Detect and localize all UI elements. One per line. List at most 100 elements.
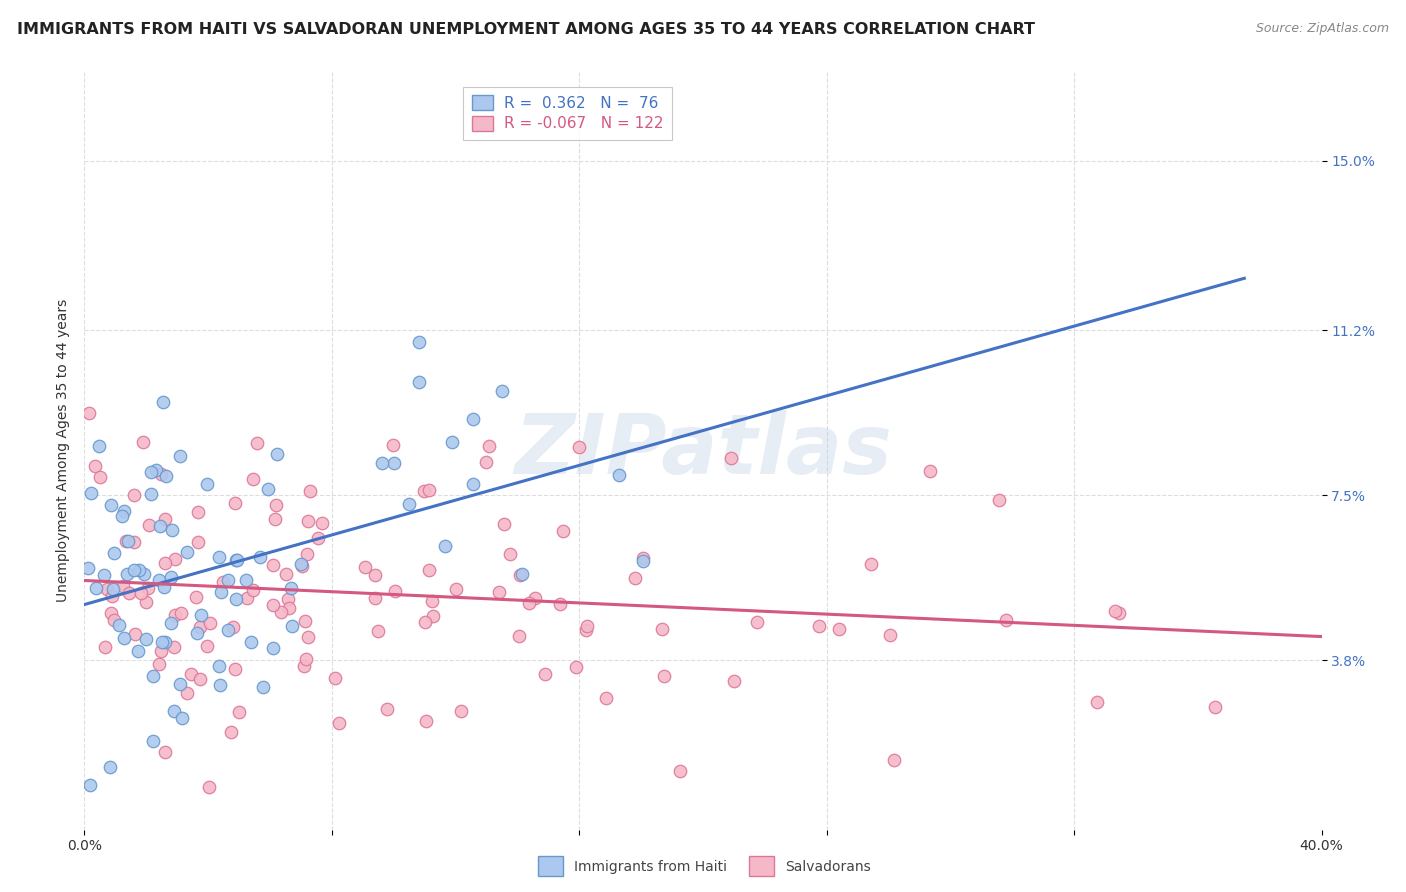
Point	[723, 674, 745, 689]
Point	[195, 476, 218, 491]
Text: Salvadorans: Salvadorans	[785, 860, 870, 874]
Point	[263, 512, 285, 526]
Point	[398, 497, 420, 511]
Point	[668, 764, 690, 778]
Point	[440, 434, 463, 449]
Point	[208, 659, 231, 673]
Point	[101, 582, 124, 597]
Point	[148, 573, 170, 587]
Point	[382, 456, 405, 470]
Point	[262, 599, 284, 613]
Point	[475, 455, 498, 469]
Legend: R =  0.362   N =  76, R = -0.067   N = 122: R = 0.362 N = 76, R = -0.067 N = 122	[463, 87, 672, 140]
Point	[323, 671, 346, 685]
Point	[408, 375, 430, 389]
Point	[135, 632, 157, 646]
Point	[93, 568, 115, 582]
Point	[298, 483, 321, 498]
Point	[413, 615, 436, 629]
Point	[180, 667, 202, 681]
Point	[209, 585, 232, 599]
Point	[224, 496, 246, 510]
Point	[115, 533, 138, 548]
Point	[311, 516, 333, 530]
Point	[77, 561, 100, 575]
Point	[295, 652, 318, 666]
Point	[278, 600, 301, 615]
Point	[381, 438, 404, 452]
Point	[523, 591, 546, 606]
Point	[83, 459, 105, 474]
Point	[551, 524, 574, 538]
Point	[160, 570, 183, 584]
Point	[607, 467, 630, 482]
Point	[859, 557, 882, 571]
Point	[294, 614, 316, 628]
Point	[418, 483, 440, 497]
Point	[118, 586, 141, 600]
Point	[461, 477, 484, 491]
Point	[1104, 604, 1126, 618]
Point	[266, 499, 288, 513]
Point	[117, 533, 139, 548]
Point	[444, 582, 467, 597]
Point	[169, 450, 191, 464]
Point	[492, 516, 515, 531]
Point	[77, 406, 100, 420]
Point	[651, 623, 673, 637]
Point	[219, 725, 242, 739]
Point	[163, 551, 186, 566]
Point	[208, 550, 231, 565]
Point	[297, 630, 319, 644]
Point	[155, 745, 177, 759]
Point	[225, 553, 247, 567]
Point	[988, 492, 1011, 507]
Point	[808, 619, 831, 633]
Point	[270, 605, 292, 619]
Point	[84, 581, 107, 595]
Point	[242, 472, 264, 486]
Point	[235, 573, 257, 587]
Text: ZIPatlas: ZIPatlas	[515, 410, 891, 491]
Point	[564, 660, 586, 674]
Point	[510, 567, 533, 582]
Point	[364, 591, 387, 606]
Point	[176, 686, 198, 700]
Point	[328, 716, 350, 731]
Point	[291, 559, 314, 574]
Point	[257, 483, 280, 497]
Point	[111, 579, 134, 593]
Point	[122, 534, 145, 549]
Point	[149, 519, 172, 533]
Point	[117, 566, 139, 581]
Point	[170, 607, 193, 621]
Point	[418, 563, 440, 577]
Point	[517, 596, 540, 610]
Point	[224, 661, 246, 675]
Point	[124, 627, 146, 641]
Point	[413, 484, 436, 499]
Point	[631, 554, 654, 568]
Point	[136, 581, 159, 595]
Point	[292, 659, 315, 673]
Point	[367, 624, 389, 638]
Point	[575, 618, 598, 632]
Point	[96, 582, 118, 597]
Point	[226, 553, 249, 567]
Point	[184, 591, 207, 605]
Point	[478, 439, 501, 453]
Point	[434, 539, 457, 553]
Point	[408, 335, 430, 350]
Point	[463, 412, 485, 426]
Point	[165, 607, 187, 622]
Point	[384, 583, 406, 598]
Point	[142, 734, 165, 748]
Point	[150, 644, 173, 658]
Point	[422, 609, 444, 624]
Point	[162, 523, 184, 537]
Point	[415, 714, 437, 728]
Point	[89, 470, 111, 484]
Point	[155, 512, 177, 526]
Point	[122, 563, 145, 577]
Point	[277, 591, 299, 606]
